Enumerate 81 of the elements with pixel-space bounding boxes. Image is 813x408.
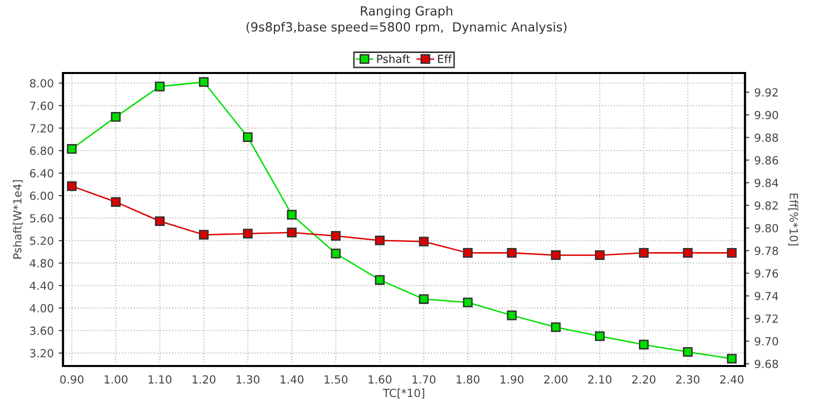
y2-tick-label: 9.70: [754, 337, 778, 346]
y-tick-label: 6.00: [30, 192, 54, 200]
point: [242, 228, 253, 238]
point: [682, 248, 693, 258]
y-tick-label: 6.80: [30, 146, 54, 155]
y-tick-label: 5.60: [30, 214, 54, 222]
y-tick-label: 8.00: [30, 79, 54, 88]
point: [506, 248, 517, 258]
point: [638, 340, 649, 350]
point: [462, 298, 473, 308]
point: [726, 354, 737, 364]
point: [154, 82, 165, 92]
y2-tick-label: 9.90: [754, 110, 778, 120]
y-tick-label: 7.20: [30, 124, 54, 132]
point: [198, 230, 209, 240]
point: [198, 77, 209, 87]
y2-tick-label: 9.74: [754, 292, 778, 300]
point: [594, 331, 605, 342]
x-axis-title: TC[*10]: [382, 388, 424, 398]
x-tick-label: 2.20: [632, 375, 656, 384]
y-axis-title: Pshaft[W*1e4]: [12, 180, 23, 259]
x-tick-label: 1.60: [368, 375, 392, 384]
y-tick-label: 4.40: [30, 282, 54, 290]
x-tick-label: 1.70: [412, 375, 436, 384]
x-tick-label: 1.20: [192, 375, 216, 384]
point: [418, 294, 429, 304]
point: [330, 231, 341, 241]
x-tick-label: 1.90: [500, 375, 524, 384]
y-tick-label: 4.80: [30, 259, 54, 268]
point: [506, 310, 517, 320]
x-tick-label: 2.30: [676, 375, 700, 384]
x-tick-label: 1.80: [456, 375, 480, 384]
legend-label: Eff: [438, 54, 452, 63]
y-tick-label: 3.60: [30, 326, 54, 335]
x-tick-label: 1.00: [104, 375, 128, 384]
point: [374, 236, 385, 246]
point: [242, 132, 253, 142]
y2-tick-label: 9.88: [754, 133, 778, 142]
y2-tick-label: 9.86: [754, 156, 778, 164]
x-tick-label: 1.50: [324, 375, 348, 384]
point: [154, 216, 165, 226]
y2-tick-label: 9.92: [754, 88, 778, 97]
point: [462, 248, 473, 258]
y-tick-label: 5.20: [30, 236, 54, 245]
point: [286, 210, 297, 220]
x-tick-label: 1.10: [148, 375, 172, 384]
legend-label: Pshaft: [377, 54, 410, 64]
x-tick-label: 0.90: [60, 375, 84, 384]
y2-tick-label: 9.84: [754, 178, 778, 188]
chart-subtitle: (9s8pf3,base speed=5800 rpm, Dynamic Analysis): [246, 22, 566, 34]
point: [286, 228, 297, 238]
y-tick-label: 6.40: [30, 169, 54, 178]
point: [110, 197, 121, 207]
x-tick-label: 2.00: [544, 375, 568, 384]
point: [374, 275, 385, 285]
point: [418, 236, 429, 246]
point: [550, 322, 561, 332]
y2-tick-label: 9.82: [754, 201, 778, 210]
point: [594, 250, 605, 260]
y2-tick-label: 9.68: [754, 360, 778, 368]
x-tick-label: 2.10: [588, 375, 612, 384]
y2-tick-label: 9.76: [754, 269, 778, 278]
point: [682, 347, 693, 357]
x-tick-label: 1.30: [236, 375, 260, 384]
point: [726, 248, 737, 258]
y2-tick-label: 9.78: [754, 246, 778, 255]
y2-axis-title: Eff[%*10]: [788, 194, 798, 246]
y-tick-label: 3.20: [30, 349, 54, 358]
chart-title: Ranging Graph: [360, 6, 452, 18]
x-tick-label: 2.40: [720, 375, 744, 384]
y2-tick-label: 9.80: [754, 224, 778, 232]
point: [330, 248, 341, 258]
y2-tick-label: 9.72: [754, 314, 778, 323]
point: [550, 250, 561, 260]
x-tick-label: 1.40: [280, 375, 304, 384]
point: [638, 248, 649, 258]
y-tick-label: 4.00: [30, 304, 54, 312]
y-tick-label: 7.60: [30, 102, 54, 110]
point: [66, 181, 77, 191]
point: [110, 112, 121, 122]
point: [66, 144, 77, 154]
